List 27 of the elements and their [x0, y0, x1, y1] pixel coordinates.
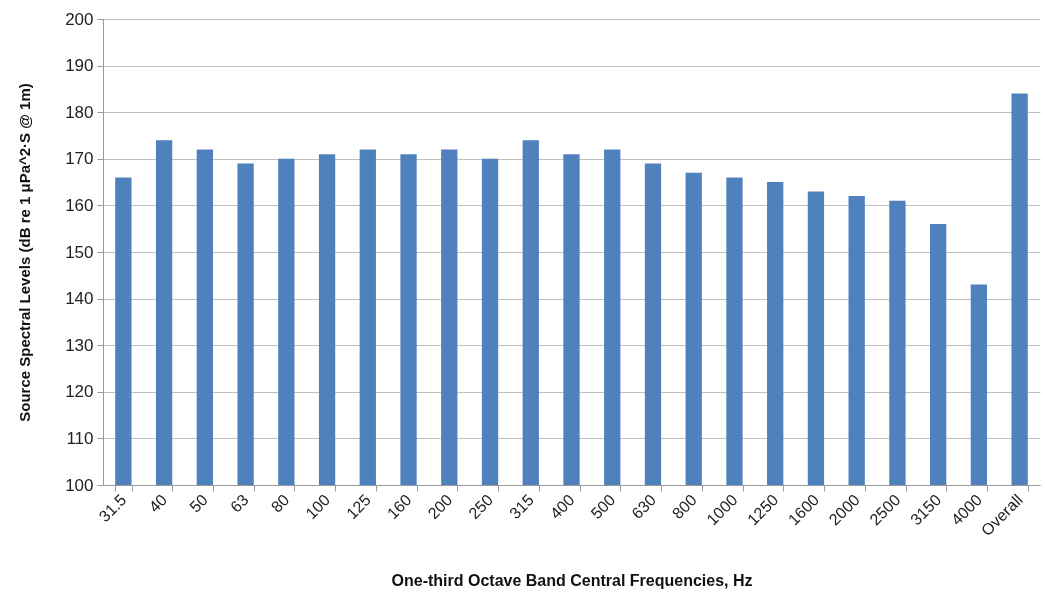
- y-tick-label: 110: [66, 428, 94, 448]
- x-tick-label: 630: [628, 491, 660, 523]
- y-tick-label: 140: [65, 289, 94, 309]
- y-tick-label: 160: [65, 195, 94, 215]
- x-tick-label: 400: [546, 491, 578, 523]
- x-tick-label: 63: [227, 491, 252, 516]
- y-axis-title: Source Spectral Levels (dB re 1 μPa^2·S @ 1m): [16, 83, 34, 422]
- x-tick-label: 125: [343, 491, 375, 523]
- x-tick-label: 800: [668, 491, 700, 523]
- x-tick-label: 250: [465, 491, 497, 523]
- x-axis-title: One-third Octave Band Central Frequencies, Hz: [391, 571, 753, 589]
- x-tick-label: 50: [186, 491, 212, 516]
- x-tick-label: 100: [302, 491, 334, 523]
- y-tick-label: 190: [65, 56, 94, 76]
- y-tick-label: 120: [65, 382, 94, 402]
- x-tick-label: 200: [424, 491, 456, 523]
- x-tick-label: 315: [506, 491, 537, 523]
- y-tick-label: 150: [65, 242, 94, 262]
- y-tick-label: 200: [65, 9, 94, 29]
- x-tick-label: 80: [267, 491, 293, 516]
- y-tick-label: 170: [65, 149, 94, 169]
- y-tick-label: 130: [65, 335, 94, 355]
- x-tick-label: 160: [383, 491, 415, 523]
- y-tick-label: 100: [65, 475, 94, 495]
- x-tick-label: 500: [587, 491, 619, 523]
- x-tick-label: 40: [145, 491, 171, 516]
- y-tick-label: 180: [65, 102, 94, 122]
